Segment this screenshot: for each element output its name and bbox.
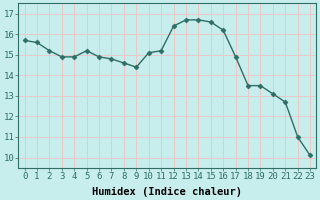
X-axis label: Humidex (Indice chaleur): Humidex (Indice chaleur) bbox=[92, 186, 242, 197]
